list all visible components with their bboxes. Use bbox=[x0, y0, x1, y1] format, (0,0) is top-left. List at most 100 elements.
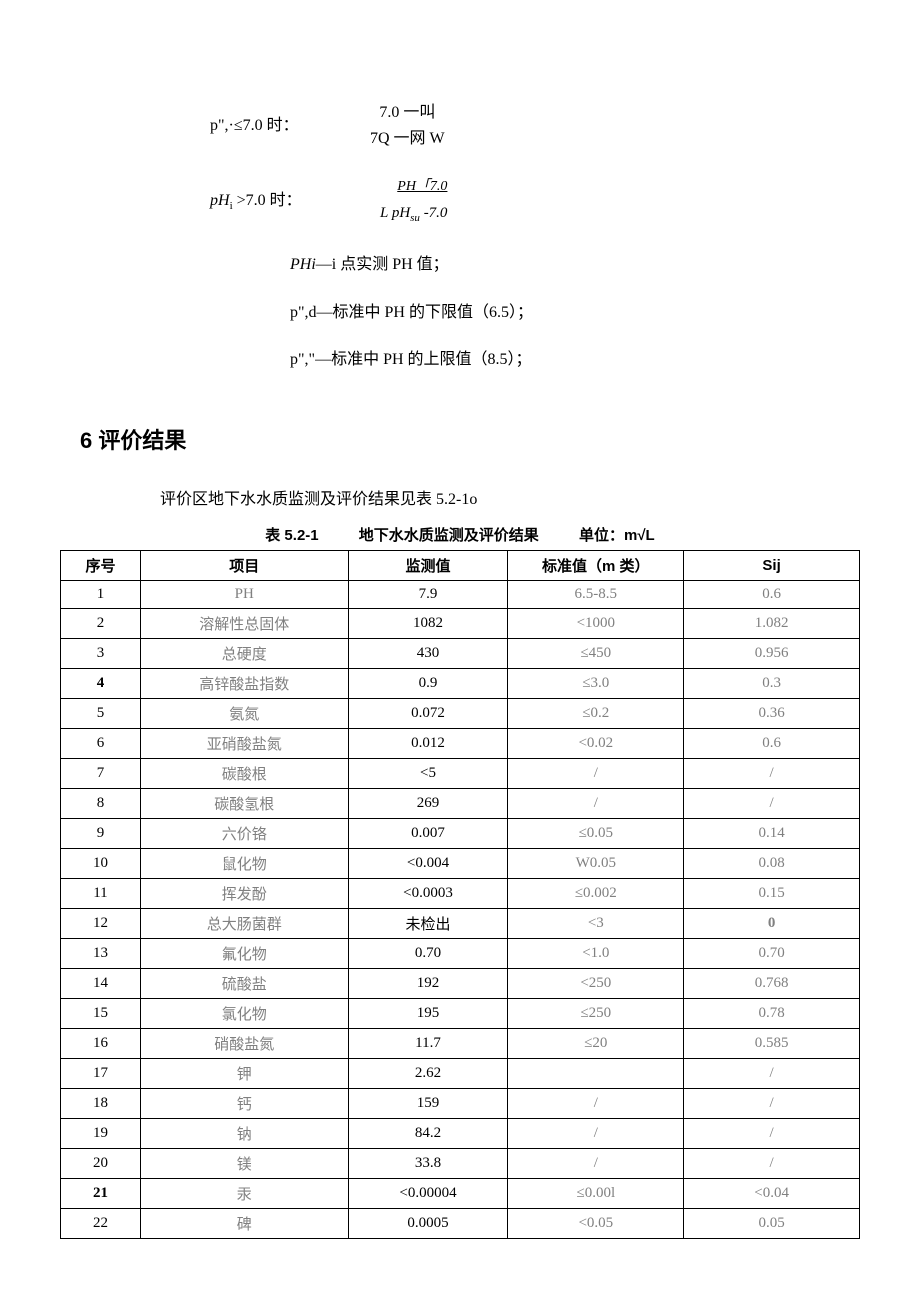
cell-seq: 6 bbox=[61, 728, 141, 758]
intro-text: 评价区地下水水质监测及评价结果见表 5.2-1o bbox=[160, 485, 860, 509]
results-table: 序号 项目 监测值 标准值（m 类） Sij 1PH7.96.5-8.50.62… bbox=[60, 550, 860, 1239]
cell-sij: 0.3 bbox=[684, 668, 860, 698]
formula-note2: p",d—标准中 PH 的下限值（6.5）； bbox=[290, 300, 860, 326]
formula-cond2-top: PH「7.0 bbox=[380, 176, 447, 200]
cell-val: 0.072 bbox=[348, 698, 508, 728]
table-row: 18钙159// bbox=[61, 1088, 860, 1118]
cell-std: / bbox=[508, 788, 684, 818]
table-row: 19钠84.2// bbox=[61, 1118, 860, 1148]
cell-val: 84.2 bbox=[348, 1118, 508, 1148]
cell-std: / bbox=[508, 1118, 684, 1148]
cell-item: 镁 bbox=[140, 1148, 348, 1178]
table-title: 表 5.2-1 地下水水质监测及评价结果 单位：m√L bbox=[60, 524, 860, 545]
cell-seq: 13 bbox=[61, 938, 141, 968]
cell-seq: 16 bbox=[61, 1028, 141, 1058]
table-row: 9六价铬0.007≤0.050.14 bbox=[61, 818, 860, 848]
header-item: 项目 bbox=[140, 550, 348, 580]
cell-std: <1000 bbox=[508, 608, 684, 638]
table-row: 2溶解性总固体1082<10001.082 bbox=[61, 608, 860, 638]
cell-item: 硫酸盐 bbox=[140, 968, 348, 998]
table-row: 21汞<0.00004≤0.00l<0.04 bbox=[61, 1178, 860, 1208]
cell-std bbox=[508, 1058, 684, 1088]
cell-seq: 11 bbox=[61, 878, 141, 908]
cell-item: 硝酸盐氮 bbox=[140, 1028, 348, 1058]
cell-seq: 21 bbox=[61, 1178, 141, 1208]
formula-cond1-top: 7.0 一叫 bbox=[370, 100, 445, 126]
cell-seq: 1 bbox=[61, 580, 141, 608]
formula-cond2-frac: PH「7.0 L pHsu -7.0 bbox=[380, 176, 447, 227]
cell-val: <0.004 bbox=[348, 848, 508, 878]
cell-val: 0.012 bbox=[348, 728, 508, 758]
cell-val: 430 bbox=[348, 638, 508, 668]
table-row: 6亚硝酸盐氮0.012<0.020.6 bbox=[61, 728, 860, 758]
cell-sij: / bbox=[684, 758, 860, 788]
formula-cond1-label: p",·≤7.0 时： bbox=[210, 113, 330, 139]
cell-item: 碳酸根 bbox=[140, 758, 348, 788]
cell-item: 高锌酸盐指数 bbox=[140, 668, 348, 698]
cell-sij: 0.78 bbox=[684, 998, 860, 1028]
cell-sij: 0.70 bbox=[684, 938, 860, 968]
cell-seq: 12 bbox=[61, 908, 141, 938]
cell-val: 33.8 bbox=[348, 1148, 508, 1178]
cell-seq: 18 bbox=[61, 1088, 141, 1118]
cell-seq: 9 bbox=[61, 818, 141, 848]
cell-seq: 8 bbox=[61, 788, 141, 818]
cell-seq: 22 bbox=[61, 1208, 141, 1238]
table-row: 1PH7.96.5-8.50.6 bbox=[61, 580, 860, 608]
cell-std: ≤0.2 bbox=[508, 698, 684, 728]
cell-seq: 4 bbox=[61, 668, 141, 698]
table-row: 8碳酸氢根269// bbox=[61, 788, 860, 818]
cell-sij: / bbox=[684, 1148, 860, 1178]
table-row: 11挥发酚<0.0003≤0.0020.15 bbox=[61, 878, 860, 908]
cell-sij: 0.585 bbox=[684, 1028, 860, 1058]
table-row: 17钾2.62/ bbox=[61, 1058, 860, 1088]
cell-val: <0.00004 bbox=[348, 1178, 508, 1208]
table-row: 7碳酸根<5// bbox=[61, 758, 860, 788]
cell-item: 汞 bbox=[140, 1178, 348, 1208]
cell-std: ≤0.05 bbox=[508, 818, 684, 848]
table-row: 3总硬度430≤4500.956 bbox=[61, 638, 860, 668]
cell-std: <0.02 bbox=[508, 728, 684, 758]
cell-seq: 10 bbox=[61, 848, 141, 878]
cell-std: / bbox=[508, 1148, 684, 1178]
formula-section: p",·≤7.0 时： 7.0 一叫 7Q 一网 W pHi >7.0 时： P… bbox=[210, 100, 860, 373]
cell-sij: 1.082 bbox=[684, 608, 860, 638]
cell-sij: / bbox=[684, 1118, 860, 1148]
cell-val: 1082 bbox=[348, 608, 508, 638]
cell-std: <3 bbox=[508, 908, 684, 938]
cell-sij: <0.04 bbox=[684, 1178, 860, 1208]
table-title-unit: 单位：m√L bbox=[579, 524, 655, 545]
formula-cond1: p",·≤7.0 时： 7.0 一叫 7Q 一网 W bbox=[210, 100, 860, 151]
cell-seq: 20 bbox=[61, 1148, 141, 1178]
cell-item: 碑 bbox=[140, 1208, 348, 1238]
table-row: 22碑0.0005<0.050.05 bbox=[61, 1208, 860, 1238]
cell-val: 159 bbox=[348, 1088, 508, 1118]
header-val: 监测值 bbox=[348, 550, 508, 580]
cell-seq: 15 bbox=[61, 998, 141, 1028]
cell-val: 0.0005 bbox=[348, 1208, 508, 1238]
cell-std: <0.05 bbox=[508, 1208, 684, 1238]
cell-seq: 3 bbox=[61, 638, 141, 668]
cell-std: W0.05 bbox=[508, 848, 684, 878]
cell-std: <1.0 bbox=[508, 938, 684, 968]
cell-std: ≤20 bbox=[508, 1028, 684, 1058]
cell-seq: 2 bbox=[61, 608, 141, 638]
cell-seq: 7 bbox=[61, 758, 141, 788]
cell-seq: 14 bbox=[61, 968, 141, 998]
cell-std: / bbox=[508, 758, 684, 788]
cell-std: <250 bbox=[508, 968, 684, 998]
cell-item: 碳酸氢根 bbox=[140, 788, 348, 818]
header-seq: 序号 bbox=[61, 550, 141, 580]
table-row: 13氟化物0.70<1.00.70 bbox=[61, 938, 860, 968]
cell-item: 总大肠菌群 bbox=[140, 908, 348, 938]
cell-val: 7.9 bbox=[348, 580, 508, 608]
cell-val: 11.7 bbox=[348, 1028, 508, 1058]
cell-item: 溶解性总固体 bbox=[140, 608, 348, 638]
cell-seq: 5 bbox=[61, 698, 141, 728]
cell-val: <5 bbox=[348, 758, 508, 788]
cell-item: 钠 bbox=[140, 1118, 348, 1148]
cell-val: 0.9 bbox=[348, 668, 508, 698]
cell-sij: 0.6 bbox=[684, 728, 860, 758]
cell-std: / bbox=[508, 1088, 684, 1118]
cell-std: ≤3.0 bbox=[508, 668, 684, 698]
